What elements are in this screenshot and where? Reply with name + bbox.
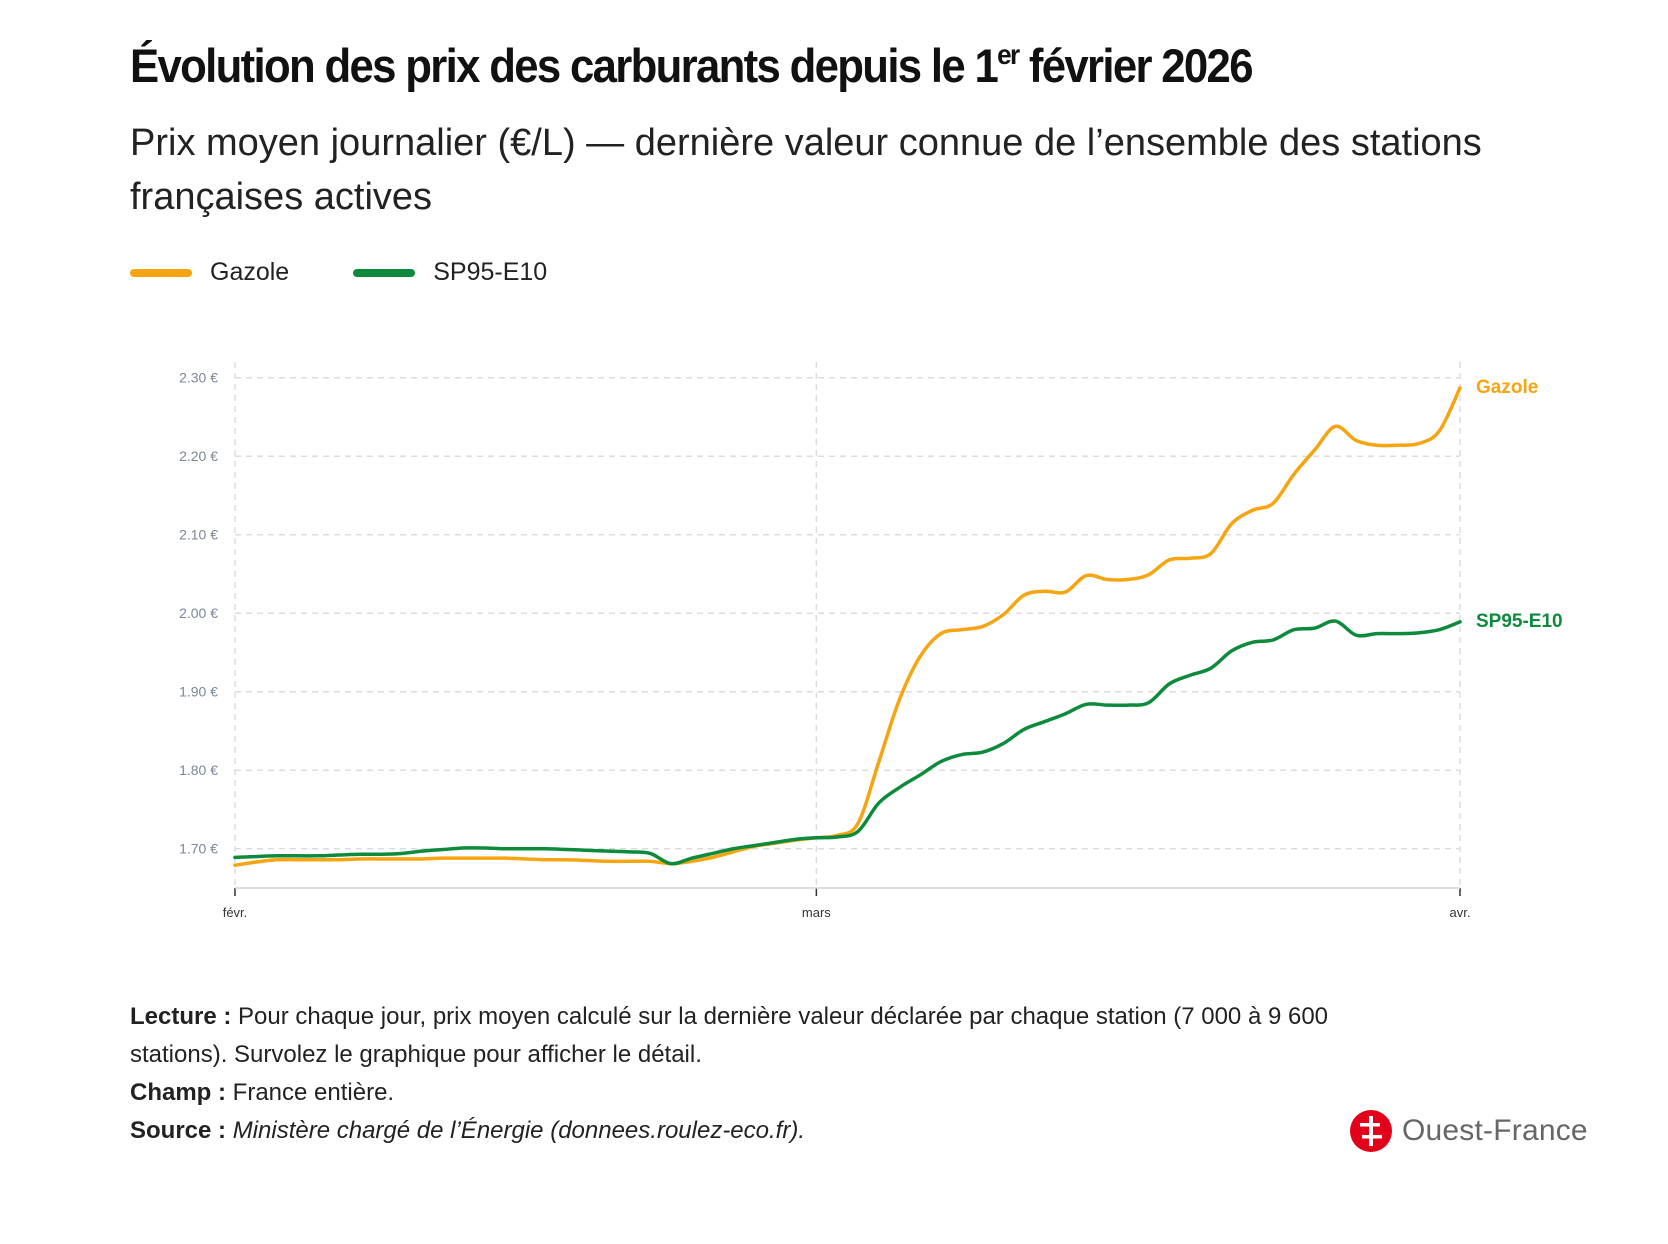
x-tick-label: avr. xyxy=(1450,905,1471,920)
chart-title: Évolution des prix des carburants depuis… xyxy=(130,38,1254,93)
legend-swatch-sp95 xyxy=(353,268,416,277)
ouest-france-logo-text: Ouest-France xyxy=(1402,1114,1588,1147)
title-superscript: er xyxy=(997,39,1020,70)
series-line-gazole xyxy=(233,386,1462,867)
line-chart[interactable]: 1.70 € 1.80 € 1.90 € 2.00 € 2.10 € 2.20 € 2.30… xyxy=(0,0,1668,1000)
series-end-label-sp95: SP95-E10 xyxy=(1476,611,1563,632)
note-champ-label: Champ : xyxy=(130,1079,226,1106)
y-tick-label: 2.00 € xyxy=(179,605,218,621)
title-end: février 2026 xyxy=(1018,39,1254,92)
chart-notes: Lecture : Pour chaque jour, prix moyen c… xyxy=(130,998,1350,1150)
y-tick-label: 2.30 € xyxy=(179,370,218,386)
x-tick-label: mars xyxy=(802,905,831,920)
chart-subtitle: Prix moyen journalier (€/L) — dernière v… xyxy=(130,122,1482,218)
note-lecture: Lecture : Pour chaque jour, prix moyen c… xyxy=(130,998,1350,1074)
y-tick-label: 2.10 € xyxy=(179,527,218,543)
legend-item-sp95[interactable]: SP95-E10 xyxy=(353,258,547,287)
series-end-label-gazole: Gazole xyxy=(1476,377,1538,398)
legend: Gazole SP95-E10 xyxy=(130,258,611,287)
note-source-label: Source : xyxy=(130,1117,227,1144)
legend-label-sp95: SP95-E10 xyxy=(433,258,548,286)
note-source: Source : Ministère chargé de l’Énergie (… xyxy=(130,1112,1350,1150)
legend-swatch-gazole xyxy=(130,268,192,277)
note-lecture-label: Lecture : xyxy=(130,1003,232,1030)
note-champ: Champ : France entière. xyxy=(130,1074,1350,1112)
series-line-sp95 xyxy=(233,619,1462,866)
legend-label-gazole: Gazole xyxy=(210,258,290,286)
ouest-france-logo-icon xyxy=(1350,1110,1392,1152)
y-tick-label: 1.70 € xyxy=(179,841,218,857)
note-champ-text: France entière. xyxy=(226,1079,395,1106)
ouest-france-logo[interactable]: Ouest-France xyxy=(1350,1110,1588,1152)
legend-item-gazole[interactable]: Gazole xyxy=(130,258,289,287)
y-tick-label: 1.80 € xyxy=(179,762,218,778)
x-tick-label: févr. xyxy=(223,905,248,920)
y-tick-label: 1.90 € xyxy=(179,684,218,700)
title-main: Évolution des prix des carburants depuis… xyxy=(130,39,999,92)
y-tick-label: 2.20 € xyxy=(179,448,218,464)
note-lecture-text: Pour chaque jour, prix moyen calculé sur… xyxy=(130,1003,1329,1068)
note-source-text: Ministère chargé de l’Énergie (donnees.r… xyxy=(232,1117,805,1144)
